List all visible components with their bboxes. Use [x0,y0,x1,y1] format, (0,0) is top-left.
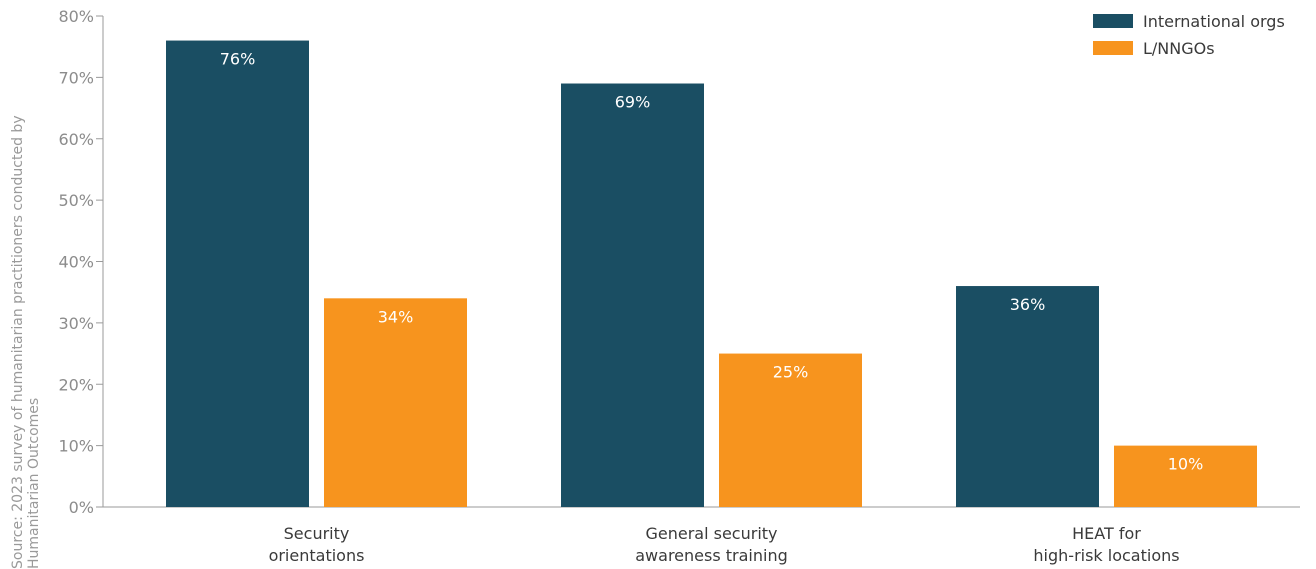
y-tick-label: 50% [58,191,94,210]
bar-labels: 76% 69% 36% 34% 25% 10% [220,50,1204,474]
category-label: high-risk locations [1033,546,1179,565]
y-tick-label: 20% [58,375,94,394]
bar-value-label: 34% [378,307,414,326]
source-note-line-1: Source: 2023 survey of humanitarian prac… [10,115,26,569]
y-tick-label: 80% [58,7,94,26]
category-label: Security [284,524,350,543]
y-tick-label: 10% [58,437,94,456]
bar-international-orgs [166,40,309,508]
category-label: orientations [269,546,365,565]
bar-value-label: 36% [1010,295,1046,314]
legend: International orgs L/NNGOs [1093,12,1285,58]
legend-label: L/NNGOs [1143,39,1215,58]
y-tick-label: 70% [58,68,94,87]
source-note-line-2: Humanitarian Outcomes [26,398,42,569]
bar-l-nngos [1114,445,1257,507]
category-label: General security [645,524,777,543]
bar-international-orgs [561,83,704,507]
bar-l-nngos [719,353,862,507]
category-label: awareness training [635,546,788,565]
bar-international-orgs [956,286,1099,507]
bar-value-label: 69% [615,93,651,112]
category-label: HEAT for [1072,524,1141,543]
legend-swatch [1093,14,1133,28]
bars [166,40,1257,508]
bar-value-label: 25% [773,363,809,382]
y-tick-label: 40% [58,253,94,272]
bar-value-label: 10% [1168,455,1204,474]
y-tick-label: 0% [69,498,94,517]
legend-label: International orgs [1143,12,1285,31]
y-axis: 0% 10% 20% 30% 40% 50% 60% 70% 80% [58,7,104,517]
bar-value-label: 76% [220,50,256,69]
y-tick-label: 30% [58,314,94,333]
source-note: Source: 2023 survey of humanitarian prac… [10,115,42,569]
legend-swatch [1093,41,1133,55]
category-labels: Security orientations General security awar… [269,524,1180,565]
y-tick-label: 60% [58,130,94,149]
bar-l-nngos [324,298,467,507]
